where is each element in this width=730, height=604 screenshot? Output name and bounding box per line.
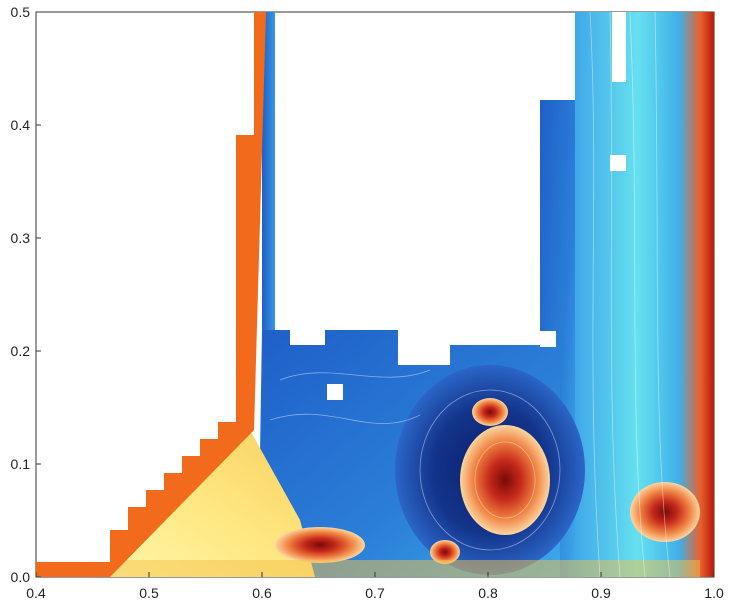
bottom-band <box>110 560 700 577</box>
y-tick-label: 0.0 <box>11 569 31 585</box>
x-axis: 0.4 0.5 0.6 0.7 0.8 0.9 1.0 <box>26 572 724 601</box>
white-island-3 <box>610 155 626 171</box>
yellow-wedge <box>110 430 315 577</box>
field-layer <box>110 11 714 578</box>
y-tick-label: 0.1 <box>11 456 31 472</box>
hot-core <box>460 425 550 535</box>
right-flow-column <box>575 12 714 577</box>
x-tick-label: 0.4 <box>26 585 46 601</box>
white-island-4 <box>612 12 626 82</box>
white-island-2 <box>540 331 556 347</box>
y-axis: 0.0 0.1 0.2 0.3 0.4 0.5 <box>11 4 41 585</box>
hot-spot-top <box>472 398 508 426</box>
y-tick-label: 0.3 <box>11 230 31 246</box>
hot-spot-right <box>630 482 700 542</box>
hot-spot-bottom-mid <box>430 540 460 564</box>
x-tick-label: 0.7 <box>365 585 385 601</box>
x-tick-label: 0.6 <box>252 585 272 601</box>
hot-spot-bottom-left <box>275 527 365 563</box>
y-tick-label: 0.4 <box>11 117 31 133</box>
left-blue-strip <box>262 12 275 330</box>
x-tick-label: 0.5 <box>139 585 159 601</box>
contour-lines <box>269 11 671 578</box>
white-island-1 <box>327 384 343 400</box>
y-tick-label: 0.2 <box>11 343 31 359</box>
y-tick-label: 0.5 <box>11 4 31 20</box>
x-tick-label: 1.0 <box>704 585 724 601</box>
x-tick-label: 0.8 <box>478 585 498 601</box>
x-tick-label: 0.9 <box>591 585 611 601</box>
